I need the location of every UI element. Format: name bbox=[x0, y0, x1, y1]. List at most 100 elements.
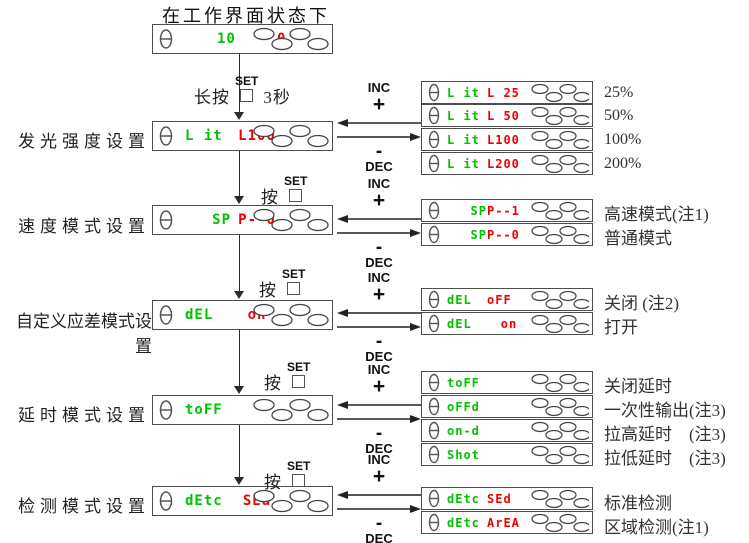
lcd-green-text: L it bbox=[447, 132, 480, 147]
inc-label: INC bbox=[367, 362, 391, 377]
flow-arrow-down bbox=[234, 196, 244, 204]
step-press-set: 按 SET bbox=[264, 459, 315, 493]
output-pads-icon bbox=[531, 445, 589, 464]
lcd-option-delay-oneshot: oFFd bbox=[421, 395, 593, 418]
sensor-status-icon bbox=[428, 201, 440, 220]
lcd-red-text: L100 bbox=[487, 132, 520, 147]
lcd-green-text: oFFd bbox=[447, 399, 480, 414]
output-pads-icon bbox=[531, 130, 589, 149]
lcd-red-text: L200 bbox=[487, 156, 520, 171]
lcd-red-text: P--0 bbox=[487, 227, 520, 242]
plus-label: + bbox=[372, 375, 386, 398]
lcd-red-text: P--1 bbox=[487, 203, 520, 218]
option-exchange-arrows-icon bbox=[337, 309, 421, 331]
lcd-display-working-state: 10 0 bbox=[152, 24, 333, 54]
flow-line bbox=[239, 235, 240, 291]
output-pads-icon bbox=[531, 225, 589, 244]
lcd-red-text: L 50 bbox=[487, 108, 520, 123]
sensor-status-icon bbox=[428, 397, 440, 416]
plus-label: + bbox=[372, 283, 386, 306]
lcd-green-text: 10 bbox=[217, 31, 236, 47]
option-exchange-arrows-icon bbox=[337, 401, 421, 423]
option-note: 拉高延时 (注3) bbox=[604, 425, 726, 444]
sensor-status-icon bbox=[428, 421, 440, 440]
section-label-hysteresis: 自定义应差模式设置 bbox=[16, 312, 152, 356]
set-button-label: SET bbox=[287, 360, 311, 374]
plus-label: + bbox=[372, 465, 386, 488]
press-action-label: 按 bbox=[261, 188, 279, 207]
output-pads-icon bbox=[531, 201, 589, 220]
option-note: 关闭延时 bbox=[604, 377, 672, 396]
option-note: 关闭 (注2) bbox=[604, 294, 680, 313]
set-button-icon bbox=[292, 375, 306, 388]
sensor-status-icon bbox=[159, 305, 173, 325]
step-press-set: 按 SET bbox=[261, 174, 312, 208]
flow-arrow-down bbox=[234, 112, 244, 120]
option-note: 区域检测(注1) bbox=[604, 518, 709, 537]
inc-label: INC bbox=[367, 452, 391, 467]
lcd-option-detection-standard: dEtc SEd bbox=[421, 487, 593, 510]
set-button-icon bbox=[289, 189, 303, 202]
output-pads-icon bbox=[531, 290, 589, 309]
sensor-status-icon bbox=[428, 314, 440, 333]
lcd-option-hysteresis-on: dEL on bbox=[421, 312, 593, 335]
step-long-press-set: 长按 SET 3秒 bbox=[194, 74, 291, 108]
flow-line bbox=[239, 54, 240, 112]
set-button-icon bbox=[287, 282, 301, 295]
lcd-option-hysteresis-off: dEL oFF bbox=[421, 288, 593, 311]
lcd-option-speed-high: SP P--1 bbox=[421, 199, 593, 222]
output-pads-icon bbox=[531, 154, 589, 173]
section-label-speed: 速度模式设置 bbox=[18, 217, 150, 236]
option-exchange-arrows-icon bbox=[337, 491, 421, 513]
inc-label: INC bbox=[367, 80, 391, 95]
flow-arrow-down bbox=[234, 477, 244, 485]
lcd-red-text: SEd bbox=[487, 491, 512, 506]
press-action-label: 按 bbox=[259, 281, 277, 300]
output-pads-icon bbox=[253, 398, 329, 422]
inc-label: INC bbox=[367, 176, 391, 191]
minus-label: - bbox=[375, 423, 383, 444]
lcd-green-text: dEtc bbox=[447, 491, 480, 506]
lcd-green-text: Shot bbox=[447, 447, 480, 462]
lcd-option-delay-off: toFF bbox=[421, 371, 593, 394]
option-note: 25% bbox=[604, 84, 634, 101]
lcd-display-hysteresis: dEL on bbox=[152, 300, 333, 330]
plus-label: + bbox=[372, 189, 386, 212]
lcd-green-text: dEL bbox=[185, 307, 214, 323]
lcd-option-speed-normal: SP P--0 bbox=[421, 223, 593, 246]
dec-label: DEC bbox=[365, 255, 393, 270]
sensor-status-icon bbox=[159, 400, 173, 420]
output-pads-icon bbox=[253, 27, 329, 51]
sensor-status-icon bbox=[428, 154, 440, 173]
output-pads-icon bbox=[531, 373, 589, 392]
output-pads-icon bbox=[253, 489, 329, 513]
sensor-status-icon bbox=[428, 225, 440, 244]
sensor-status-icon bbox=[159, 210, 173, 230]
sensor-status-icon bbox=[159, 491, 173, 511]
flow-line bbox=[239, 330, 240, 386]
option-note: 高速模式(注1) bbox=[604, 205, 709, 224]
inc-label: INC bbox=[367, 270, 391, 285]
plus-label: + bbox=[372, 93, 386, 116]
inc-dec-arrows: INC + - DEC bbox=[337, 80, 421, 175]
set-button-label: SET bbox=[235, 74, 259, 88]
sensor-status-icon bbox=[428, 290, 440, 309]
lcd-green-text: L it bbox=[447, 108, 480, 123]
flow-line bbox=[239, 151, 240, 196]
minus-label: - bbox=[375, 141, 383, 162]
option-note: 拉低延时 (注3) bbox=[604, 449, 726, 468]
sensor-status-icon bbox=[428, 373, 440, 392]
output-pads-icon bbox=[531, 489, 589, 508]
lcd-green-text: L it bbox=[447, 85, 480, 100]
lcd-option-delay-off-delay: Shot bbox=[421, 443, 593, 466]
lcd-red-text: oFF bbox=[487, 292, 512, 307]
lcd-option-detection-area: dEtc ArEA bbox=[421, 511, 593, 534]
output-pads-icon bbox=[531, 513, 589, 532]
lcd-option-intensity-50: L it L 50 bbox=[421, 104, 593, 127]
section-label-delay: 延时模式设置 bbox=[18, 406, 150, 425]
lcd-display-intensity: L it L100 bbox=[152, 121, 333, 151]
step-press-set: 按 SET bbox=[264, 360, 315, 394]
lcd-green-text: L it bbox=[447, 156, 480, 171]
lcd-option-intensity-200: L it L200 bbox=[421, 152, 593, 175]
